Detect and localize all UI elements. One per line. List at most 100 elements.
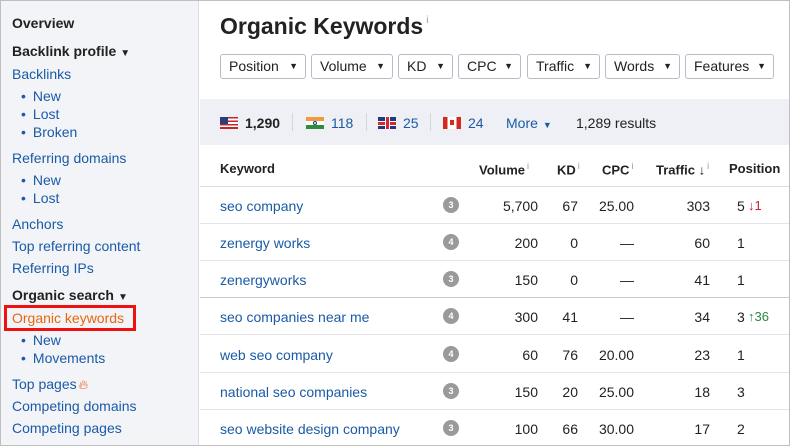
info-icon[interactable]: i: [527, 161, 529, 171]
serp-features-badge[interactable]: 4: [443, 234, 459, 250]
canada-flag-icon: [443, 117, 461, 129]
volume-value: 5,700: [502, 198, 538, 214]
keyword-link[interactable]: national seo companies: [220, 384, 368, 400]
filter-label: Features: [694, 58, 750, 74]
col-position[interactable]: Position: [729, 161, 781, 176]
info-icon[interactable]: i: [631, 161, 634, 171]
filter-traffic[interactable]: Traffic ▼: [527, 54, 600, 79]
sidebar-item-refdomains-lost[interactable]: • Lost: [21, 189, 59, 207]
sidebar-item-top-referring-content[interactable]: Top referring content: [12, 238, 141, 254]
arrow-down-icon: ↓: [748, 198, 755, 213]
more-countries-dropdown[interactable]: More ▼: [506, 114, 552, 132]
sidebar-organic-search[interactable]: Organic search ▼: [12, 286, 128, 307]
cpc-value: 20.00: [598, 347, 634, 363]
bullet-icon: •: [21, 190, 26, 206]
sidebar-overview[interactable]: Overview: [12, 15, 75, 31]
table-row: zenergyworks 3 150 0 — 41 1: [200, 261, 789, 298]
serp-features-badge[interactable]: 3: [443, 197, 459, 213]
col-keyword[interactable]: Keyword: [220, 161, 275, 176]
position-change: ↓1: [748, 198, 762, 214]
keyword-link[interactable]: zenergyworks: [220, 272, 307, 288]
info-icon[interactable]: i: [577, 161, 580, 171]
country-gb[interactable]: 25: [378, 114, 419, 132]
kd-value: 67: [562, 198, 578, 214]
keyword-link[interactable]: seo company: [220, 198, 304, 214]
caret-down-icon: ▼: [117, 292, 128, 303]
info-icon[interactable]: i: [426, 15, 429, 26]
serp-features-badge[interactable]: 4: [443, 308, 459, 324]
more-label: More: [506, 115, 538, 131]
position-value: 3: [737, 309, 745, 325]
sidebar-item-backlinks[interactable]: Backlinks: [12, 66, 72, 82]
sidebar-item-competing-pages[interactable]: Competing pages: [12, 420, 122, 436]
sidebar-item-anchors[interactable]: Anchors: [12, 216, 64, 232]
caret-down-icon: ▼: [436, 61, 445, 71]
filter-kd[interactable]: KD ▼: [398, 54, 453, 79]
serp-features-badge[interactable]: 3: [443, 383, 459, 399]
country-bar: 1,290 118 25 24 More ▼ 1,289 results: [200, 99, 789, 145]
sidebar-item-competing-domains[interactable]: Competing domains: [12, 398, 137, 414]
traffic-value: 23: [694, 347, 710, 363]
bullet-icon: •: [21, 172, 26, 188]
sidebar-sub-label: Broken: [32, 124, 78, 140]
col-volume[interactable]: Volume i: [479, 161, 529, 177]
table-row: web seo company 4 60 76 20.00 23 1: [200, 336, 789, 373]
sidebar-item-referring-ips[interactable]: Referring IPs: [12, 260, 94, 276]
sidebar-item-backlinks-lost[interactable]: • Lost: [21, 105, 59, 123]
caret-down-icon: ▼: [663, 61, 672, 71]
country-in[interactable]: 118: [306, 114, 353, 132]
country-count: 24: [468, 115, 484, 131]
position-value: 1: [737, 272, 745, 288]
country-us[interactable]: 1,290: [220, 114, 280, 132]
sidebar-item-backlinks-broken[interactable]: • Broken: [21, 123, 77, 141]
sidebar-backlink-profile[interactable]: Backlink profile ▼: [12, 42, 130, 63]
serp-features-badge[interactable]: 4: [443, 346, 459, 362]
filter-volume[interactable]: Volume ▼: [311, 54, 393, 79]
keyword-link[interactable]: seo website design company: [220, 421, 400, 437]
cpc-value: —: [620, 309, 634, 325]
page-title-text: Organic Keywords: [220, 13, 424, 39]
caret-down-icon: ▼: [583, 61, 592, 71]
sidebar-item-top-pages[interactable]: Top pages 🔥︎: [12, 375, 88, 394]
country-ca[interactable]: 24: [443, 114, 484, 132]
filter-words[interactable]: Words ▼: [605, 54, 680, 79]
keyword-link[interactable]: seo companies near me: [220, 309, 370, 325]
sidebar-item-organic-keywords[interactable]: Organic keywords: [12, 310, 125, 326]
volume-value: 300: [514, 309, 538, 325]
volume-value: 150: [514, 384, 538, 400]
kd-value: 0: [570, 235, 578, 251]
filter-label: Position: [229, 58, 279, 74]
volume-value: 150: [514, 272, 538, 288]
sidebar-sub-label: New: [32, 172, 61, 188]
filter-label: Words: [614, 58, 655, 74]
country-count: 1,290: [245, 115, 281, 131]
keyword-link[interactable]: web seo company: [220, 347, 333, 363]
col-traffic[interactable]: Traffic ↓ i: [656, 161, 709, 177]
sidebar-organic-search-label: Organic search: [12, 287, 114, 303]
filter-cpc[interactable]: CPC ▼: [458, 54, 521, 79]
col-cpc[interactable]: CPC i: [602, 161, 633, 177]
col-kd[interactable]: KD i: [557, 161, 580, 177]
serp-features-badge[interactable]: 3: [443, 420, 459, 436]
sidebar-item-backlinks-new[interactable]: • New: [21, 87, 61, 105]
cpc-value: 25.00: [598, 384, 634, 400]
position-value: 1: [737, 235, 745, 251]
sidebar-item-organic-movements[interactable]: • Movements: [21, 349, 105, 367]
cpc-value: —: [620, 235, 634, 251]
sidebar-item-referring-domains[interactable]: Referring domains: [12, 150, 127, 166]
sidebar-item-refdomains-new[interactable]: • New: [21, 171, 61, 189]
bullet-icon: •: [21, 350, 26, 366]
filter-position[interactable]: Position ▼: [220, 54, 306, 79]
filter-features[interactable]: Features ▼: [685, 54, 774, 79]
serp-features-badge[interactable]: 3: [443, 271, 459, 287]
sidebar-item-organic-new[interactable]: • New: [21, 331, 61, 349]
sidebar-sub-label: New: [32, 332, 61, 348]
table-row: zenergy works 4 200 0 — 60 1: [200, 224, 789, 261]
keyword-link[interactable]: zenergy works: [220, 235, 311, 251]
fire-icon: 🔥︎: [78, 377, 89, 392]
kd-value: 66: [562, 421, 578, 437]
filter-label: CPC: [467, 58, 497, 74]
info-icon[interactable]: i: [707, 161, 710, 171]
traffic-value: 18: [694, 384, 710, 400]
